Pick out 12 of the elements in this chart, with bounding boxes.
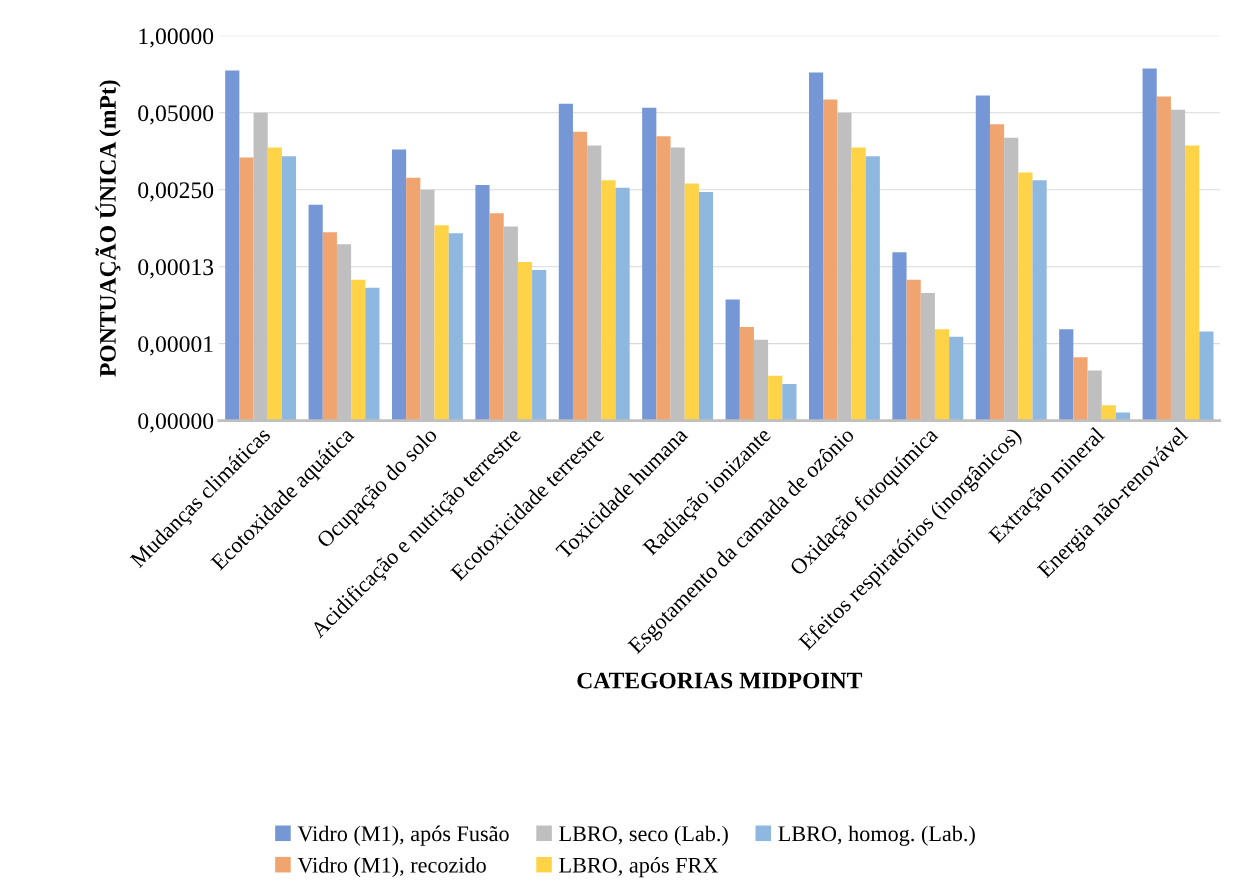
x-axis-title: CATEGORIAS MIDPOINT [577, 672, 863, 689]
y-axis-title: PONTUAÇÃO ÚNICA (mPt) [95, 80, 121, 377]
legend-label: LBRO, após FRX [559, 857, 718, 878]
legend-label: LBRO, homog. (Lab.) [778, 825, 975, 846]
legend-label: Vidro (M1), após Fusão [297, 825, 509, 846]
y-tick-label: 0,00250 [138, 182, 214, 202]
y-tick-label: 0,05000 [138, 105, 214, 125]
legend-label: Vidro (M1), recozido [297, 857, 486, 878]
y-tick-label: 0,00013 [138, 259, 214, 279]
legend-label: LBRO, seco (Lab.) [559, 825, 728, 846]
y-tick-label: 0,00001 [138, 336, 213, 356]
y-tick-label: 1,00000 [139, 28, 214, 48]
